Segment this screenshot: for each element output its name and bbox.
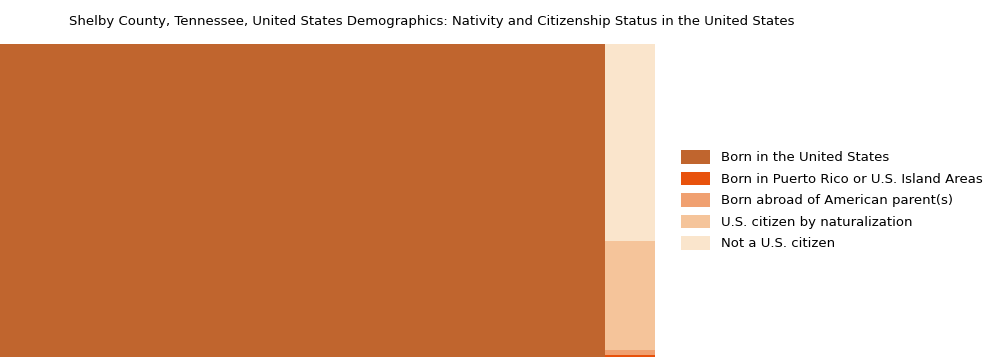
Legend: Born in the United States, Born in Puerto Rico or U.S. Island Areas, Born abroad: Born in the United States, Born in Puert…	[682, 150, 983, 250]
FancyBboxPatch shape	[605, 44, 655, 241]
Text: Shelby County, Tennessee, United States Demographics: Nativity and Citizenship S: Shelby County, Tennessee, United States …	[69, 15, 795, 28]
FancyBboxPatch shape	[0, 44, 605, 357]
FancyBboxPatch shape	[605, 241, 655, 350]
FancyBboxPatch shape	[605, 350, 655, 355]
FancyBboxPatch shape	[605, 355, 655, 357]
